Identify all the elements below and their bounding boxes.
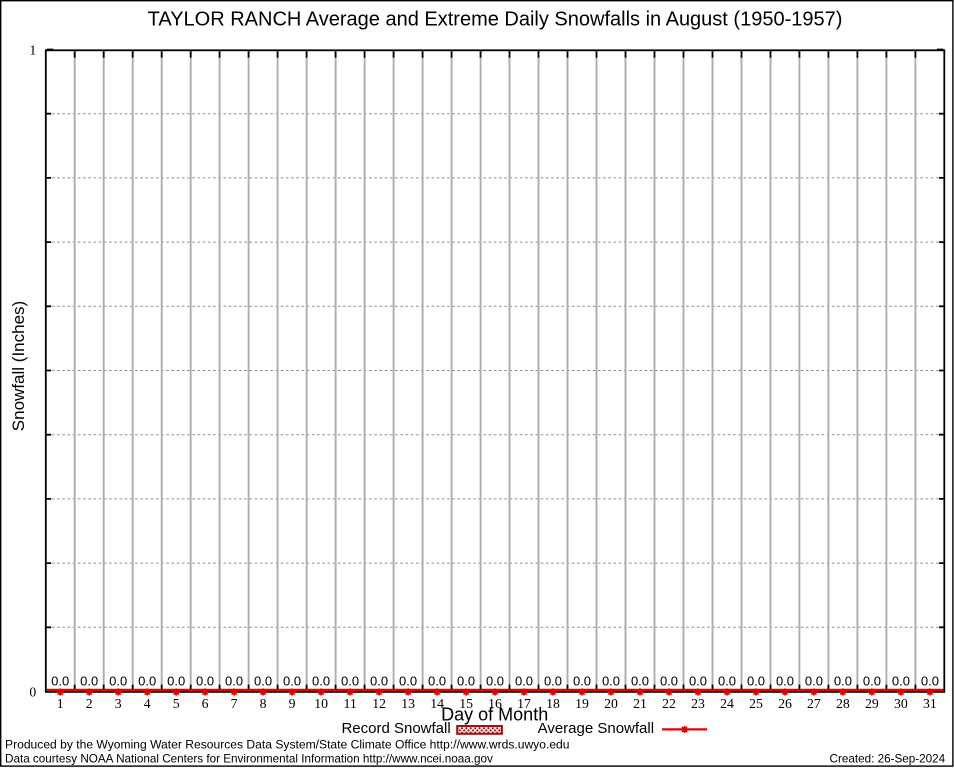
svg-text:0.0: 0.0 — [457, 673, 475, 688]
svg-text:5: 5 — [173, 696, 180, 711]
svg-text:28: 28 — [836, 696, 850, 711]
svg-text:0.0: 0.0 — [80, 673, 98, 688]
svg-text:22: 22 — [662, 696, 676, 711]
svg-text:0.0: 0.0 — [747, 673, 765, 688]
svg-text:Average Snowfall: Average Snowfall — [538, 720, 654, 737]
svg-text:15: 15 — [459, 696, 473, 711]
svg-text:2: 2 — [86, 696, 93, 711]
svg-text:0.0: 0.0 — [109, 673, 127, 688]
svg-text:Record Snowfall: Record Snowfall — [341, 720, 450, 737]
svg-text:Data courtesy NOAA National Ce: Data courtesy NOAA National Centers for … — [5, 753, 493, 766]
svg-text:0.0: 0.0 — [254, 673, 272, 688]
svg-text:12: 12 — [372, 696, 386, 711]
svg-text:31: 31 — [923, 696, 937, 711]
svg-text:0.0: 0.0 — [892, 673, 910, 688]
svg-text:26: 26 — [778, 696, 792, 711]
svg-text:0.0: 0.0 — [631, 673, 649, 688]
svg-text:21: 21 — [633, 696, 647, 711]
svg-text:0.0: 0.0 — [167, 673, 185, 688]
svg-text:0.0: 0.0 — [196, 673, 214, 688]
svg-text:0.0: 0.0 — [138, 673, 156, 688]
svg-text:0: 0 — [29, 685, 36, 700]
svg-text:17: 17 — [517, 696, 531, 711]
svg-text:Produced by the Wyoming Water: Produced by the Wyoming Water Resources … — [5, 737, 570, 751]
svg-text:14: 14 — [430, 696, 444, 711]
svg-text:9: 9 — [289, 696, 296, 711]
svg-text:11: 11 — [343, 696, 356, 711]
svg-text:1: 1 — [57, 696, 64, 711]
svg-text:27: 27 — [807, 696, 821, 711]
svg-text:0.0: 0.0 — [370, 673, 388, 688]
svg-text:23: 23 — [691, 696, 705, 711]
svg-text:0.0: 0.0 — [863, 673, 881, 688]
svg-text:TAYLOR RANCH Average and Extre: TAYLOR RANCH Average and Extreme Daily S… — [148, 9, 843, 31]
svg-text:10: 10 — [314, 696, 328, 711]
svg-text:0.0: 0.0 — [225, 673, 243, 688]
svg-text:0.0: 0.0 — [573, 673, 591, 688]
svg-text:0.0: 0.0 — [776, 673, 794, 688]
svg-text:0.0: 0.0 — [515, 673, 533, 688]
svg-text:0.0: 0.0 — [312, 673, 330, 688]
svg-text:29: 29 — [865, 696, 879, 711]
svg-text:4: 4 — [144, 696, 151, 711]
svg-text:24: 24 — [720, 696, 734, 711]
svg-text:0.0: 0.0 — [428, 673, 446, 688]
svg-text:0.0: 0.0 — [51, 673, 69, 688]
svg-text:19: 19 — [575, 696, 589, 711]
svg-text:25: 25 — [749, 696, 763, 711]
svg-text:Created: 26-Sep-2024: Created: 26-Sep-2024 — [830, 753, 946, 766]
svg-text:0.0: 0.0 — [399, 673, 417, 688]
svg-text:0.0: 0.0 — [921, 673, 939, 688]
svg-text:3: 3 — [115, 696, 122, 711]
svg-text:13: 13 — [401, 696, 415, 711]
svg-text:16: 16 — [488, 696, 502, 711]
svg-text:0.0: 0.0 — [341, 673, 359, 688]
svg-text:8: 8 — [260, 696, 267, 711]
svg-text:30: 30 — [894, 696, 908, 711]
svg-text:0.0: 0.0 — [834, 673, 852, 688]
svg-text:Day of Month: Day of Month — [441, 704, 548, 724]
svg-text:0.0: 0.0 — [283, 673, 301, 688]
svg-text:1: 1 — [29, 43, 36, 58]
svg-text:0.0: 0.0 — [486, 673, 504, 688]
svg-text:Snowfall (Inches): Snowfall (Inches) — [9, 301, 28, 431]
svg-text:7: 7 — [231, 696, 238, 711]
svg-text:0.0: 0.0 — [660, 673, 678, 688]
svg-text:0.0: 0.0 — [718, 673, 736, 688]
svg-text:20: 20 — [604, 696, 618, 711]
svg-text:18: 18 — [546, 696, 560, 711]
svg-text:0.0: 0.0 — [544, 673, 562, 688]
svg-text:0.0: 0.0 — [602, 673, 620, 688]
svg-text:6: 6 — [202, 696, 209, 711]
svg-text:0.0: 0.0 — [805, 673, 823, 688]
svg-text:0.0: 0.0 — [689, 673, 707, 688]
